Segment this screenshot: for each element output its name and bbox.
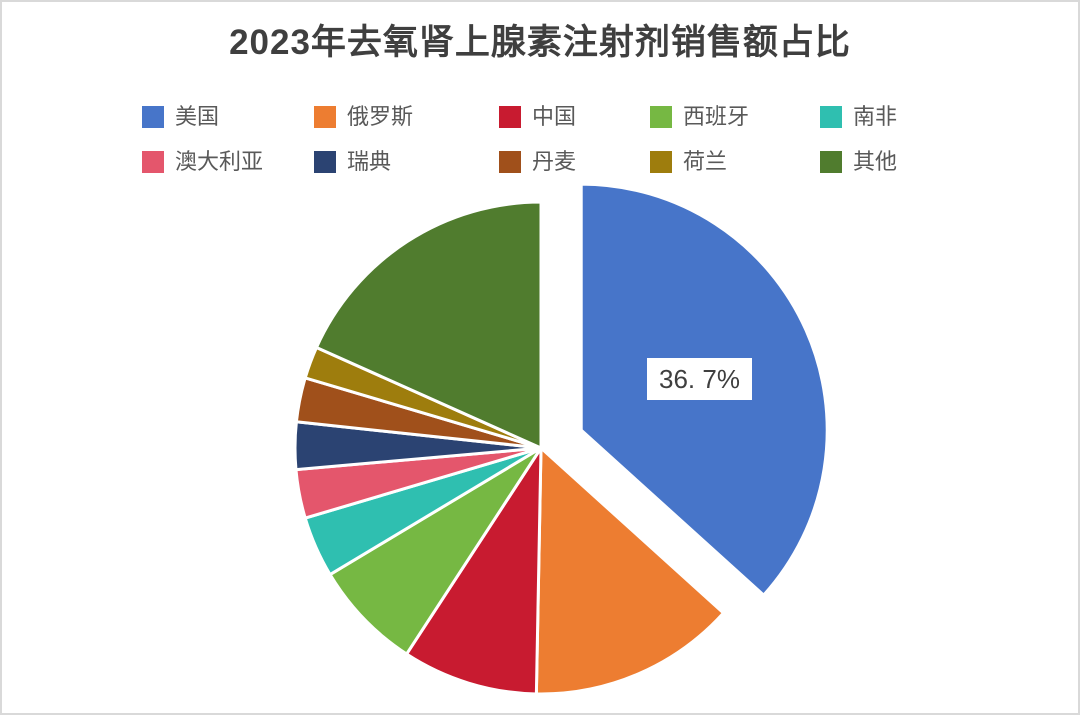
pie-slice-俄罗斯 <box>534 444 726 696</box>
data-label-usa-slice: 36. 7% <box>647 358 752 400</box>
pie-slice-西班牙 <box>327 446 543 657</box>
pie-slice-其他 <box>314 200 543 451</box>
pie-slice-中国 <box>404 442 543 696</box>
chart-title: 2023年去氧肾上腺素注射剂销售额占比 <box>229 23 851 62</box>
